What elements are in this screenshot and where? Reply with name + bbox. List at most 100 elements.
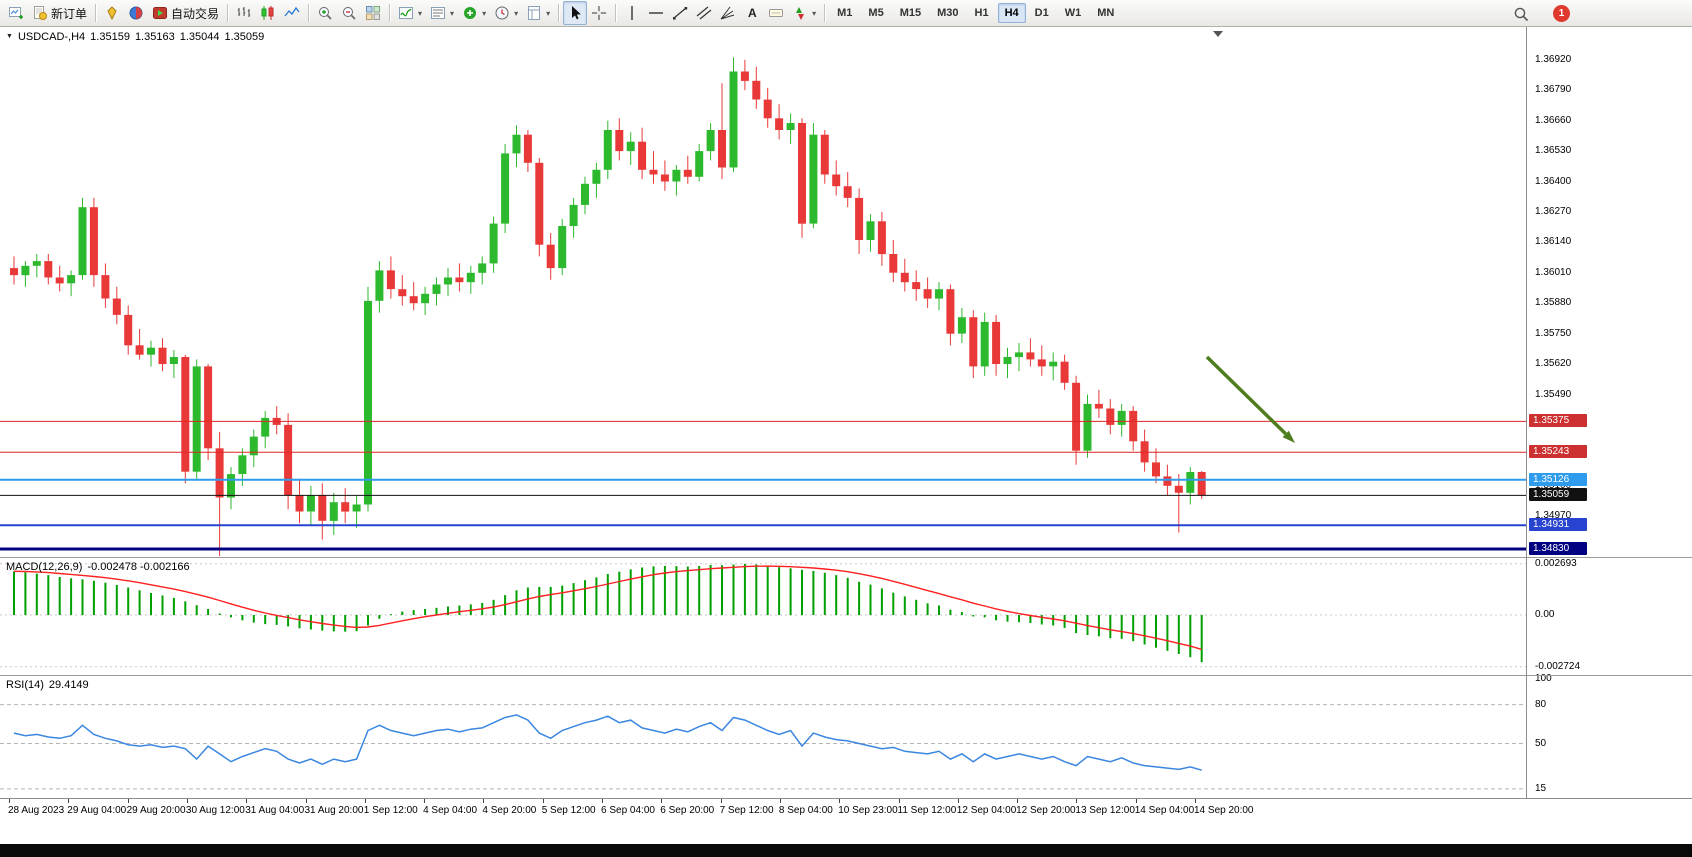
annotation-arrow[interactable] xyxy=(1205,355,1287,436)
timeframe-W1-button[interactable]: W1 xyxy=(1064,7,1082,19)
time-axis-tick xyxy=(779,799,781,803)
tile-windows-button[interactable] xyxy=(361,1,385,25)
timeframe-H1-button[interactable]: H1 xyxy=(974,7,989,19)
fibonacci-tool-icon xyxy=(720,6,735,20)
candle-chart-mode-button[interactable] xyxy=(256,1,280,25)
time-axis-label: 14 Sep 04:00 xyxy=(1134,805,1195,816)
rsi-axis-label: 15 xyxy=(1535,782,1547,794)
timeframe-M5-button[interactable]: M5 xyxy=(868,7,884,19)
toolbar: 新订单 自动交易 ▾ ▾ ▾ ▾ ▾ A ▾ M1 M5 M15 M30 H1 H4 D1 W1 MN 1 xyxy=(0,0,1692,27)
line-chart-mode-icon xyxy=(284,6,300,17)
vertical-line-tool-button[interactable] xyxy=(620,1,644,25)
cursor-tool-button[interactable] xyxy=(563,1,588,25)
zoom-in-button[interactable] xyxy=(313,1,337,25)
time-axis-tick xyxy=(483,799,485,803)
label-tool-icon xyxy=(769,9,784,17)
price-line-badge: 1.35059 xyxy=(1529,488,1587,502)
timeframe-D1-button[interactable]: D1 xyxy=(1034,7,1049,19)
time-axis-tick xyxy=(186,799,188,803)
price-tick-label: 1.36660 xyxy=(1535,114,1572,126)
ohlc-high: 1.35163 xyxy=(134,31,175,43)
time-axis-tick xyxy=(9,799,10,803)
time-axis-label: 8 Sep 04:00 xyxy=(778,805,833,816)
timeframe-MN-button[interactable]: MN xyxy=(1097,7,1115,19)
market-watch-button[interactable] xyxy=(100,1,124,25)
arrows-tool-button[interactable]: ▾ xyxy=(788,1,820,25)
add-indicator-button[interactable]: ▾ xyxy=(458,1,490,25)
label-tool-button[interactable] xyxy=(764,1,788,25)
time-axis-tick xyxy=(424,799,426,803)
time-axis-tick xyxy=(127,799,129,803)
time-axis-tick xyxy=(1195,799,1196,803)
price-line-badge: 1.34830 xyxy=(1529,542,1587,555)
fibonacci-tool-button[interactable] xyxy=(716,1,740,25)
time-axis-label: 30 Aug 12:00 xyxy=(185,805,245,816)
price-tick-label: 1.36920 xyxy=(1535,53,1572,65)
price-scale[interactable]: 1.36920 1.36790 1.36660 1.36530 1.36400 1.362… xyxy=(1527,27,1691,798)
chart-window: ▼ USDCAD-,H4 1.35159 1.35163 1.35044 1.3… xyxy=(0,27,1692,844)
time-axis-tick xyxy=(1135,799,1137,803)
taskbar-strip xyxy=(0,843,1692,857)
toolbar-separator xyxy=(558,4,560,22)
time-axis-label: 12 Sep 04:00 xyxy=(956,805,1017,816)
time-axis-tick xyxy=(246,799,248,803)
auto-trading-icon xyxy=(153,7,168,19)
new-chart-button[interactable] xyxy=(4,1,28,25)
horizontal-line-tool-button[interactable] xyxy=(644,1,668,25)
pane-splitter-macd[interactable] xyxy=(0,557,1692,558)
chart-shift-marker[interactable] xyxy=(1213,31,1223,37)
zoom-out-button[interactable] xyxy=(337,1,361,25)
price-tick-label: 1.35490 xyxy=(1535,388,1572,400)
templates-button[interactable]: ▾ xyxy=(522,1,554,25)
price-tick-label: 1.36530 xyxy=(1535,145,1572,157)
rsi-value: 29.4149 xyxy=(48,679,89,691)
price-tick-label: 1.36790 xyxy=(1535,84,1572,96)
line-chart-mode-button[interactable] xyxy=(280,1,304,25)
macd-axis-label: 0.00 xyxy=(1535,609,1555,620)
trendline-tool-button[interactable] xyxy=(668,1,692,25)
time-axis-tick xyxy=(661,799,663,803)
channel-tool-button[interactable] xyxy=(692,1,716,25)
macd-label: MACD(12,26,9) xyxy=(6,561,83,573)
time-axis-label: 13 Sep 12:00 xyxy=(1075,805,1135,816)
price-tick-label: 1.35620 xyxy=(1535,358,1572,370)
timeframe-M1-button[interactable]: M1 xyxy=(837,7,853,19)
notification-badge[interactable]: 1 xyxy=(1553,5,1570,22)
symbol-dropdown-icon[interactable]: ▼ xyxy=(6,33,13,40)
time-axis-label: 31 Aug 20:00 xyxy=(304,805,364,816)
macd-axis-label: -0.002724 xyxy=(1535,660,1581,672)
toolbar-separator xyxy=(824,4,826,22)
toolbar-right: 1 xyxy=(1513,5,1570,22)
indicators-list-button[interactable]: ▾ xyxy=(394,1,426,25)
crosshair-tool-button[interactable] xyxy=(587,1,611,25)
profiles-button[interactable] xyxy=(124,1,148,25)
time-axis-tick xyxy=(305,799,307,803)
time-axis-label: 4 Sep 04:00 xyxy=(423,805,478,816)
rsi-indicator-canvas[interactable] xyxy=(0,676,1526,798)
arrows-tool-icon xyxy=(796,7,805,20)
macd-values: -0.002478 -0.002166 xyxy=(87,561,190,573)
text-tool-button[interactable]: A xyxy=(740,1,764,25)
search-icon[interactable] xyxy=(1513,6,1529,22)
price-chart-canvas[interactable] xyxy=(0,27,1526,556)
macd-indicator-canvas[interactable] xyxy=(0,558,1526,674)
time-axis-label: 12 Sep 20:00 xyxy=(1016,805,1076,816)
timeframe-M15-button[interactable]: M15 xyxy=(899,7,922,19)
price-tick-label: 1.36270 xyxy=(1535,205,1572,217)
zoom-out-icon xyxy=(343,7,356,20)
symbol-label: USDCAD-,H4 xyxy=(17,31,86,43)
bar-chart-mode-button[interactable] xyxy=(232,1,256,25)
price-scale-border xyxy=(1526,27,1527,798)
horizontal-line-tool-icon xyxy=(649,12,664,14)
timeframe-M30-button[interactable]: M30 xyxy=(937,7,959,19)
charts-list-button[interactable]: ▾ xyxy=(426,1,458,25)
time-axis[interactable]: 28 Aug 2023 29 Aug 04:00 29 Aug 20:00 30 Au… xyxy=(0,798,1692,844)
timeframe-H4-button[interactable]: H4 xyxy=(997,3,1026,23)
macd-axis-label: 0.002693 xyxy=(1535,557,1577,569)
pane-splitter-rsi[interactable] xyxy=(0,675,1692,676)
periods-button[interactable]: ▾ xyxy=(490,1,522,25)
auto-trading-button[interactable]: 自动交易 xyxy=(148,1,223,25)
new-order-button[interactable]: 新订单 xyxy=(28,1,91,25)
annotation-arrowhead xyxy=(1282,430,1295,443)
rsi-axis-label: 50 xyxy=(1535,737,1547,749)
